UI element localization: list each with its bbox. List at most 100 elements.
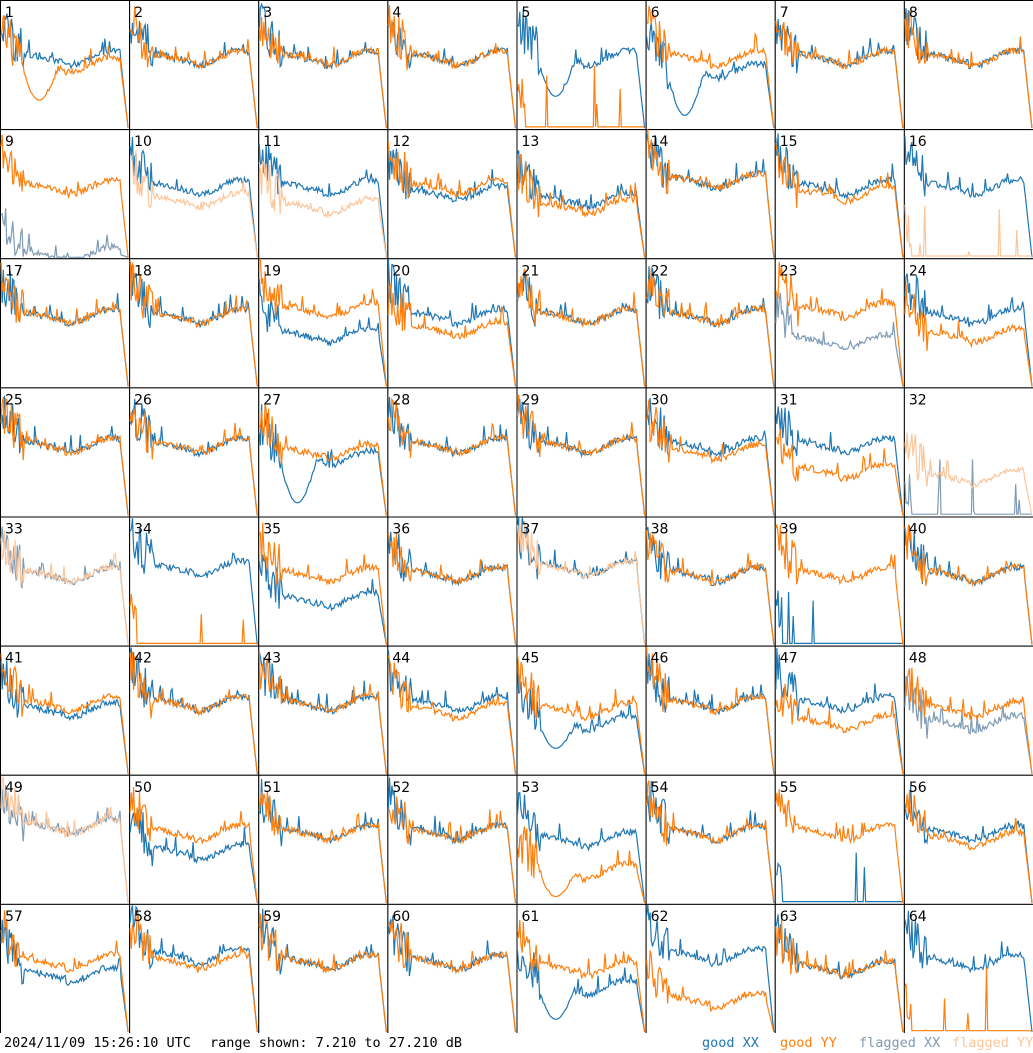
series-yy-40 [904, 524, 1033, 645]
panel-label: 40 [909, 522, 927, 538]
panel-label: 7 [780, 5, 789, 21]
series-yy-25 [0, 396, 129, 516]
panel-7: 7 [774, 0, 905, 131]
series-yy-7 [775, 20, 904, 129]
panel-label: 21 [522, 263, 540, 279]
panel-25: 25 [0, 387, 131, 518]
panel-label: 52 [392, 780, 410, 796]
series-xx-31 [775, 406, 904, 516]
series-yy-42 [129, 651, 258, 774]
panel-64: 64 [903, 903, 1033, 1033]
series-yy-46 [646, 646, 775, 774]
panel-label: 34 [134, 522, 152, 538]
panel-13: 13 [516, 129, 647, 260]
series-yy-4 [387, 5, 517, 129]
series-xx-38 [646, 526, 775, 645]
panel-56: 56 [903, 774, 1033, 905]
panel-33: 33 [0, 516, 131, 647]
panel-label: 30 [651, 392, 669, 408]
series-yy-38 [646, 529, 775, 645]
series-xx-45 [516, 667, 646, 774]
panel-label: 15 [780, 134, 798, 150]
panel-23: 23 [774, 258, 905, 389]
panel-2: 2 [129, 0, 260, 131]
series-yy-22 [646, 266, 775, 387]
series-yy-30 [646, 399, 775, 516]
panel-51: 51 [258, 774, 389, 905]
series-xx-18 [129, 261, 258, 387]
series-xx-32 [904, 459, 1032, 515]
series-xx-16 [904, 135, 1033, 258]
series-xx-63 [775, 914, 904, 1033]
panel-label: 61 [522, 909, 540, 925]
series-yy-53 [516, 826, 646, 904]
series-xx-11 [258, 144, 387, 258]
panel-8: 8 [903, 0, 1033, 131]
series-xx-61 [516, 949, 646, 1033]
panel-label: 29 [522, 392, 540, 408]
panel-40: 40 [903, 516, 1033, 647]
panel-frame [903, 645, 1033, 776]
panel-12: 12 [387, 129, 518, 260]
series-xx-10 [129, 137, 258, 258]
panel-label: 11 [263, 134, 281, 150]
series-xx-49 [0, 785, 129, 903]
panel-46: 46 [645, 645, 776, 776]
panel-label: 4 [392, 5, 401, 21]
panel-3: 3 [258, 0, 389, 131]
series-yy-26 [129, 407, 258, 516]
series-yy-10 [129, 150, 258, 258]
series-xx-4 [387, 16, 517, 129]
panel-label: 63 [780, 909, 798, 925]
series-yy-17 [0, 262, 129, 387]
panel-28: 28 [387, 387, 518, 518]
panel-frame [903, 387, 1033, 518]
series-xx-58 [129, 905, 258, 1033]
series-yy-55 [775, 789, 904, 903]
panel-label: 3 [263, 5, 272, 21]
series-yy-6 [646, 5, 775, 129]
panel-frame [258, 258, 389, 389]
series-xx-41 [0, 660, 129, 774]
series-yy-13 [516, 153, 646, 258]
series-yy-64 [904, 967, 1032, 1032]
panel-label: 20 [392, 263, 410, 279]
series-yy-41 [0, 653, 129, 774]
series-xx-20 [387, 259, 517, 387]
series-yy-35 [258, 522, 387, 645]
panel-label: 42 [134, 651, 152, 667]
panel-41: 41 [0, 645, 131, 776]
panel-22: 22 [645, 258, 776, 389]
series-yy-31 [775, 429, 904, 516]
series-yy-32 [904, 432, 1033, 516]
series-xx-6 [646, 21, 775, 129]
panel-label: 47 [780, 651, 798, 667]
series-yy-57 [0, 910, 129, 1033]
legend-flagged-xx: flagged XX [859, 1035, 941, 1051]
panel-label: 62 [651, 909, 669, 925]
panel-frame [129, 516, 260, 647]
series-yy-44 [387, 655, 517, 774]
series-yy-11 [258, 161, 387, 258]
panel-32: 32 [903, 387, 1033, 518]
series-yy-8 [904, 9, 1033, 129]
panel-label: 57 [5, 909, 23, 925]
panel-label: 44 [392, 651, 410, 667]
series-yy-62 [646, 950, 775, 1033]
series-yy-63 [775, 919, 904, 1033]
series-xx-62 [646, 904, 775, 1033]
panel-52: 52 [387, 774, 518, 905]
panel-label: 10 [134, 134, 152, 150]
series-yy-47 [775, 683, 904, 774]
panel-48: 48 [903, 645, 1033, 776]
series-xx-55 [775, 852, 903, 903]
panel-59: 59 [258, 903, 389, 1033]
panel-label: 32 [909, 392, 927, 408]
panel-9: 9 [0, 129, 131, 260]
series-yy-15 [775, 142, 904, 258]
panel-label: 55 [780, 780, 798, 796]
series-xx-24 [904, 273, 1033, 387]
panel-20: 20 [387, 258, 518, 389]
series-yy-21 [516, 268, 646, 387]
